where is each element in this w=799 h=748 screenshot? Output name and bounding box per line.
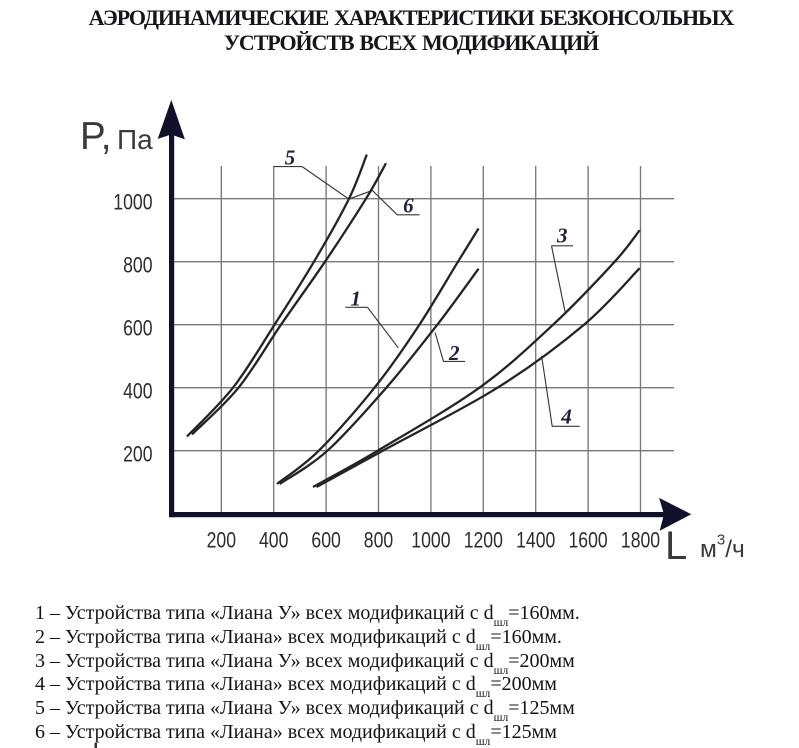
svg-text:200: 200 [207,528,236,553]
svg-text:L: L [665,524,687,568]
svg-text:800: 800 [364,528,393,553]
svg-text:1600: 1600 [569,528,608,553]
svg-text:1000: 1000 [113,190,152,215]
svg-text:1400: 1400 [516,528,555,553]
svg-text:м3/ч: м3/ч [700,532,745,564]
svg-text:Па: Па [117,124,153,155]
svg-text:400: 400 [259,528,288,553]
svg-text:2: 2 [448,341,460,365]
svg-text:600: 600 [123,316,152,341]
svg-text:3: 3 [556,224,568,248]
svg-text:6: 6 [403,193,414,217]
svg-text:200: 200 [123,442,152,467]
svg-text:1200: 1200 [464,528,503,553]
svg-text:4: 4 [560,404,572,428]
svg-text:5: 5 [285,146,296,170]
svg-text:400: 400 [123,379,152,404]
svg-text:600: 600 [311,528,340,553]
svg-text:800: 800 [123,253,152,278]
svg-text:P,: P, [80,115,111,158]
svg-text:1: 1 [351,286,362,310]
svg-text:1800: 1800 [621,528,660,553]
svg-text:1000: 1000 [411,528,450,553]
